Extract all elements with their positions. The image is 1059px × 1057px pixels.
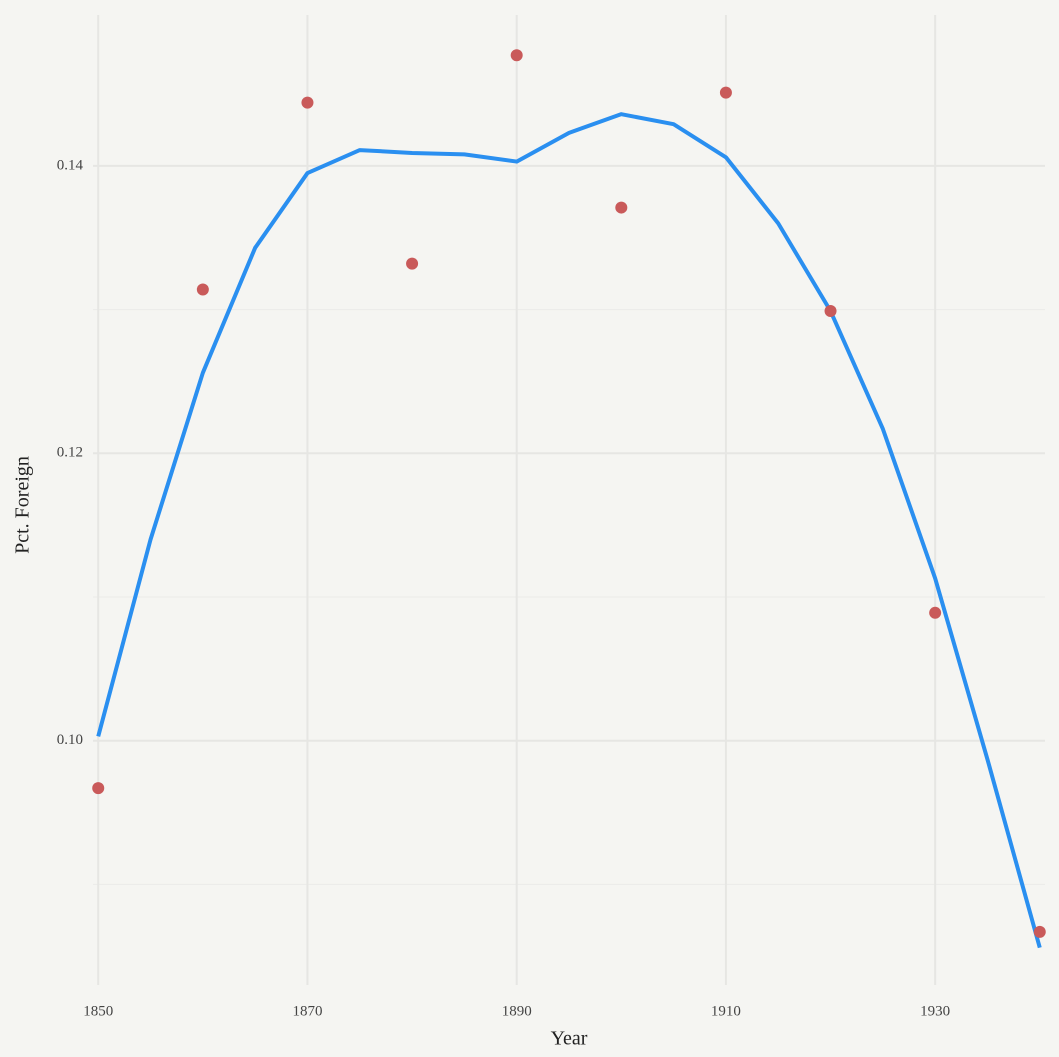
point bbox=[301, 96, 314, 109]
point bbox=[406, 257, 419, 270]
x-tick-label: 1890 bbox=[502, 1003, 532, 1019]
point bbox=[615, 201, 628, 214]
point bbox=[92, 782, 105, 795]
y-tick-label: 0.12 bbox=[57, 445, 83, 461]
point bbox=[510, 49, 523, 62]
point bbox=[719, 86, 732, 99]
x-tick-label: 1910 bbox=[711, 1003, 741, 1019]
y-tick-label: 0.14 bbox=[57, 157, 84, 173]
x-tick-label: 1870 bbox=[292, 1003, 322, 1019]
x-axis-title: Year bbox=[551, 1028, 588, 1050]
x-tick-label: 1930 bbox=[920, 1003, 950, 1019]
marks bbox=[92, 49, 1046, 949]
x-tick-label: 1850 bbox=[83, 1003, 113, 1019]
smooth-line bbox=[96, 112, 1042, 949]
point bbox=[1033, 925, 1046, 938]
y-tick-label: 0.10 bbox=[57, 732, 83, 748]
point bbox=[824, 305, 837, 318]
grid: 0.10 0.12 0.14 1850 1870 1890 1910 1930 bbox=[57, 15, 1045, 1019]
point bbox=[929, 606, 942, 619]
y-axis-title: Pct. Foreign bbox=[12, 456, 34, 554]
point bbox=[196, 283, 209, 296]
